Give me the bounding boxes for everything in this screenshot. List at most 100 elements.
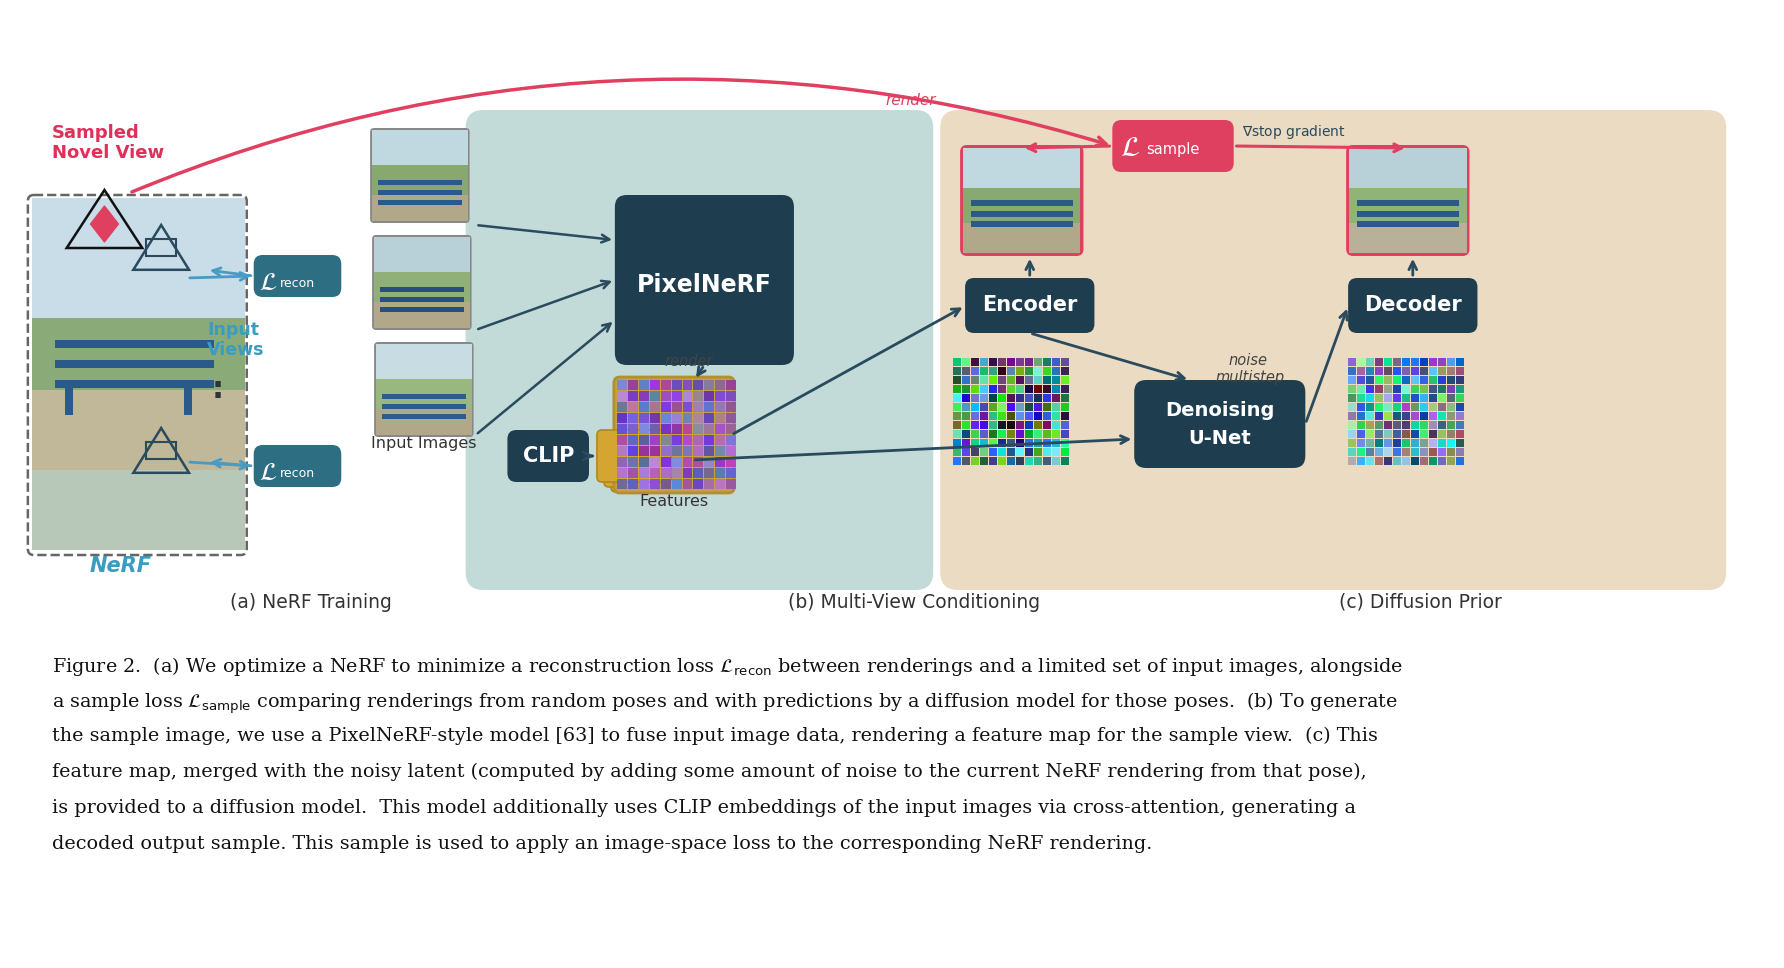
Text: :: : bbox=[212, 375, 225, 404]
Bar bbox=[1420, 367, 1427, 375]
Bar bbox=[963, 188, 1081, 223]
Bar bbox=[1006, 448, 1015, 456]
Bar bbox=[1411, 358, 1418, 366]
Bar bbox=[705, 468, 714, 478]
Bar bbox=[1051, 358, 1060, 366]
Bar bbox=[660, 380, 671, 390]
Bar bbox=[1420, 457, 1427, 465]
Bar bbox=[1411, 448, 1418, 456]
Bar bbox=[1393, 385, 1400, 393]
Bar bbox=[953, 376, 962, 384]
Bar bbox=[1358, 412, 1365, 420]
Bar bbox=[988, 457, 997, 465]
Bar bbox=[1367, 394, 1374, 402]
Bar bbox=[1402, 376, 1409, 384]
Bar bbox=[1375, 403, 1383, 411]
Bar bbox=[1349, 430, 1356, 438]
Bar bbox=[683, 424, 692, 434]
Bar bbox=[1429, 358, 1436, 366]
Bar bbox=[671, 424, 681, 434]
FancyBboxPatch shape bbox=[965, 278, 1094, 333]
Bar bbox=[1060, 457, 1069, 465]
Bar bbox=[1447, 457, 1454, 465]
Bar bbox=[1429, 394, 1436, 402]
Bar bbox=[988, 448, 997, 456]
Bar bbox=[1402, 403, 1409, 411]
Bar bbox=[694, 380, 703, 390]
Bar bbox=[382, 394, 466, 399]
Bar bbox=[55, 360, 214, 368]
Text: Decoder: Decoder bbox=[1365, 295, 1461, 315]
Bar bbox=[979, 367, 988, 375]
Bar bbox=[1024, 421, 1033, 429]
Bar bbox=[1042, 421, 1051, 429]
Bar bbox=[1375, 358, 1383, 366]
Text: (c) Diffusion Prior: (c) Diffusion Prior bbox=[1338, 593, 1502, 612]
Bar bbox=[979, 439, 988, 447]
FancyBboxPatch shape bbox=[373, 235, 471, 330]
Bar bbox=[1006, 412, 1015, 420]
Bar bbox=[660, 413, 671, 423]
Bar bbox=[1033, 430, 1042, 438]
Bar bbox=[378, 180, 462, 185]
Bar bbox=[1447, 421, 1454, 429]
Bar bbox=[1411, 439, 1418, 447]
Bar bbox=[1051, 394, 1060, 402]
Bar bbox=[1402, 448, 1409, 456]
Text: $\mathcal{L}$: $\mathcal{L}$ bbox=[259, 461, 277, 485]
Bar bbox=[1367, 448, 1374, 456]
Bar bbox=[376, 409, 471, 435]
Bar bbox=[1358, 394, 1365, 402]
Bar bbox=[1024, 430, 1033, 438]
Bar bbox=[1033, 358, 1042, 366]
Bar bbox=[1358, 457, 1365, 465]
Bar bbox=[1358, 221, 1459, 227]
Bar bbox=[970, 358, 979, 366]
Text: Input: Input bbox=[207, 321, 259, 339]
Bar bbox=[671, 402, 681, 412]
Bar bbox=[1006, 403, 1015, 411]
Bar bbox=[997, 430, 1006, 438]
Bar bbox=[55, 380, 214, 388]
Bar bbox=[1402, 385, 1409, 393]
Bar bbox=[694, 468, 703, 478]
Bar bbox=[726, 380, 737, 390]
Bar bbox=[1024, 385, 1033, 393]
Bar bbox=[373, 130, 467, 165]
Bar bbox=[694, 402, 703, 412]
Bar bbox=[988, 412, 997, 420]
Bar bbox=[970, 421, 979, 429]
Bar bbox=[1420, 358, 1427, 366]
Bar bbox=[1006, 439, 1015, 447]
Bar bbox=[997, 403, 1006, 411]
Bar bbox=[1060, 403, 1069, 411]
Bar bbox=[1456, 385, 1463, 393]
Bar bbox=[715, 402, 726, 412]
Bar bbox=[660, 435, 671, 445]
Bar bbox=[683, 457, 692, 467]
Bar bbox=[671, 413, 681, 423]
Bar bbox=[1042, 430, 1051, 438]
Bar bbox=[1384, 367, 1392, 375]
Bar bbox=[660, 479, 671, 489]
Bar bbox=[970, 200, 1072, 206]
Bar bbox=[1042, 439, 1051, 447]
Bar bbox=[953, 421, 962, 429]
Bar bbox=[671, 468, 681, 478]
Bar bbox=[988, 367, 997, 375]
Text: sample: sample bbox=[1145, 142, 1199, 157]
Bar bbox=[1006, 358, 1015, 366]
Bar bbox=[1024, 358, 1033, 366]
Bar bbox=[649, 446, 660, 456]
Bar bbox=[962, 421, 970, 429]
FancyBboxPatch shape bbox=[253, 255, 341, 297]
Bar bbox=[1051, 385, 1060, 393]
Bar bbox=[1015, 439, 1024, 447]
Bar bbox=[1411, 367, 1418, 375]
Bar bbox=[639, 391, 649, 401]
Bar bbox=[1402, 457, 1409, 465]
Bar bbox=[628, 380, 637, 390]
Bar bbox=[1349, 403, 1356, 411]
Bar bbox=[1411, 394, 1418, 402]
Bar bbox=[1393, 439, 1400, 447]
